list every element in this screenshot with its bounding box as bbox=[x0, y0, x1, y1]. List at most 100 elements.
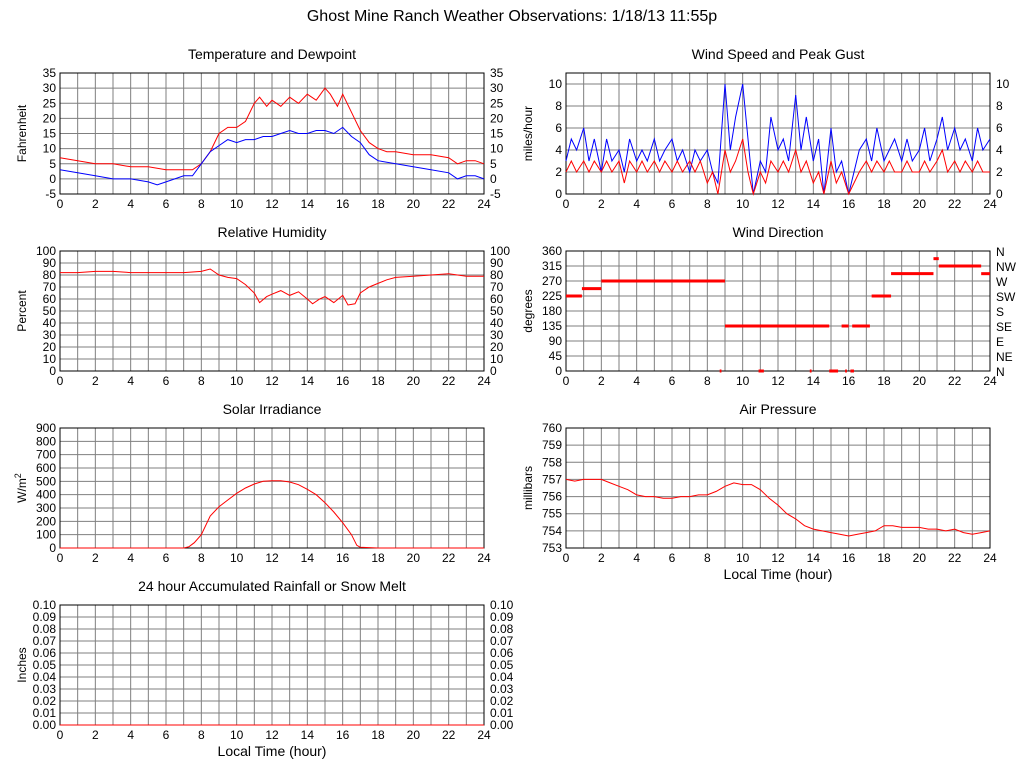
x-tick-label: 8 bbox=[198, 728, 205, 742]
y-tick-label: 30 bbox=[43, 81, 57, 95]
y-tick-label: 0.05 bbox=[33, 658, 57, 672]
x-tick-label: 2 bbox=[598, 551, 605, 565]
y-tick-label: 5 bbox=[49, 157, 56, 171]
x-tick-label: 24 bbox=[983, 197, 997, 211]
y-tick-label: 755 bbox=[542, 507, 562, 521]
x-tick-label: 8 bbox=[704, 374, 711, 388]
y-right-tick-label: 0.02 bbox=[490, 694, 514, 708]
y-tick-label: 225 bbox=[542, 289, 562, 303]
chart-title: Solar Irradiance bbox=[223, 401, 322, 417]
y-right-tick-label: 10 bbox=[490, 352, 504, 366]
plot-frame bbox=[59, 72, 485, 195]
y-axis-label: Percent bbox=[15, 290, 29, 332]
x-tick-label: 10 bbox=[736, 197, 750, 211]
y-tick-label: 2 bbox=[555, 165, 562, 179]
series-line-1 bbox=[565, 83, 991, 195]
x-tick-label: 14 bbox=[301, 728, 315, 742]
chart-title: 24 hour Accumulated Rainfall or Snow Mel… bbox=[138, 578, 406, 594]
y-right-tick-label: 40 bbox=[490, 316, 504, 330]
x-tick-label: 10 bbox=[736, 374, 750, 388]
x-tick-label: 6 bbox=[669, 551, 676, 565]
x-tick-label: 16 bbox=[842, 197, 856, 211]
x-tick-label: 16 bbox=[336, 551, 350, 565]
y-right-tick-label: 0 bbox=[490, 364, 497, 378]
y-right-tick-label: W bbox=[996, 275, 1008, 289]
y-right-tick-label: -5 bbox=[490, 187, 501, 201]
x-tick-label: 2 bbox=[598, 374, 605, 388]
x-tick-label: 2 bbox=[92, 197, 99, 211]
x-tick-label: 10 bbox=[230, 728, 244, 742]
x-tick-label: 24 bbox=[477, 374, 491, 388]
y-tick-label: 90 bbox=[43, 256, 57, 270]
y-right-tick-label: 10 bbox=[490, 142, 504, 156]
y-tick-label: 300 bbox=[36, 501, 56, 515]
x-axis-label: Local Time (hour) bbox=[724, 566, 833, 582]
series-line-1 bbox=[60, 268, 484, 306]
y-tick-label: 25 bbox=[43, 96, 57, 110]
x-tick-label: 16 bbox=[336, 728, 350, 742]
y-tick-label: 0.03 bbox=[33, 682, 57, 696]
y-right-tick-label: E bbox=[996, 335, 1004, 349]
x-tick-label: 22 bbox=[442, 197, 456, 211]
y-tick-label: 0.01 bbox=[33, 706, 57, 720]
x-tick-label: 0 bbox=[563, 374, 570, 388]
y-right-tick-label: N bbox=[996, 245, 1005, 259]
x-tick-label: 8 bbox=[704, 197, 711, 211]
y-right-tick-label: 2 bbox=[996, 165, 1003, 179]
y-tick-label: 180 bbox=[542, 304, 562, 318]
y-tick-label: 0 bbox=[555, 364, 562, 378]
y-right-tick-label: 0.03 bbox=[490, 682, 514, 696]
y-tick-label: 0.02 bbox=[33, 694, 57, 708]
x-tick-label: 18 bbox=[371, 551, 385, 565]
series-line-2 bbox=[565, 138, 990, 196]
y-tick-label: 760 bbox=[542, 421, 562, 435]
x-tick-label: 18 bbox=[371, 374, 385, 388]
y-tick-label: 757 bbox=[542, 472, 562, 486]
y-right-tick-label: 0.10 bbox=[490, 598, 514, 612]
x-axis-label: Local Time (hour) bbox=[218, 743, 327, 759]
x-tick-label: 2 bbox=[92, 728, 99, 742]
x-tick-label: 6 bbox=[669, 374, 676, 388]
y-right-tick-label: 35 bbox=[490, 66, 504, 80]
y-right-tick-label: 10 bbox=[996, 77, 1010, 91]
y-tick-label: 753 bbox=[542, 541, 562, 555]
chart-title: Temperature and Dewpoint bbox=[188, 46, 356, 62]
y-tick-label: 360 bbox=[542, 244, 562, 258]
y-tick-label: 0 bbox=[49, 172, 56, 186]
x-tick-label: 10 bbox=[230, 197, 244, 211]
x-tick-label: 0 bbox=[57, 728, 64, 742]
x-tick-label: 6 bbox=[163, 728, 170, 742]
x-tick-label: 24 bbox=[983, 374, 997, 388]
x-tick-label: 12 bbox=[265, 197, 279, 211]
y-tick-label: 400 bbox=[36, 488, 56, 502]
x-tick-label: 14 bbox=[807, 374, 821, 388]
y-tick-label: 45 bbox=[549, 349, 563, 363]
x-tick-label: 24 bbox=[477, 551, 491, 565]
plot-frame bbox=[59, 250, 485, 372]
y-tick-label: 70 bbox=[43, 280, 57, 294]
x-tick-label: 22 bbox=[442, 728, 456, 742]
x-tick-label: 18 bbox=[371, 197, 385, 211]
y-tick-label: 60 bbox=[43, 292, 57, 306]
series-line-1 bbox=[59, 87, 485, 171]
x-tick-label: 0 bbox=[563, 197, 570, 211]
y-tick-label: 90 bbox=[549, 334, 563, 348]
y-tick-label: 754 bbox=[542, 524, 562, 538]
x-tick-label: 12 bbox=[265, 374, 279, 388]
y-tick-label: 40 bbox=[43, 316, 57, 330]
y-axis-label-superscript: 2 bbox=[13, 473, 23, 478]
x-tick-label: 4 bbox=[633, 374, 640, 388]
y-tick-label: 20 bbox=[43, 340, 57, 354]
x-tick-label: 12 bbox=[771, 374, 785, 388]
y-tick-label: 4 bbox=[555, 143, 562, 157]
x-tick-label: 20 bbox=[407, 551, 421, 565]
y-right-tick-label: 6 bbox=[996, 121, 1003, 135]
y-right-tick-label: 60 bbox=[490, 292, 504, 306]
x-tick-label: 12 bbox=[265, 551, 279, 565]
x-tick-label: 12 bbox=[771, 551, 785, 565]
x-tick-label: 14 bbox=[301, 197, 315, 211]
y-right-tick-label: S bbox=[996, 305, 1004, 319]
